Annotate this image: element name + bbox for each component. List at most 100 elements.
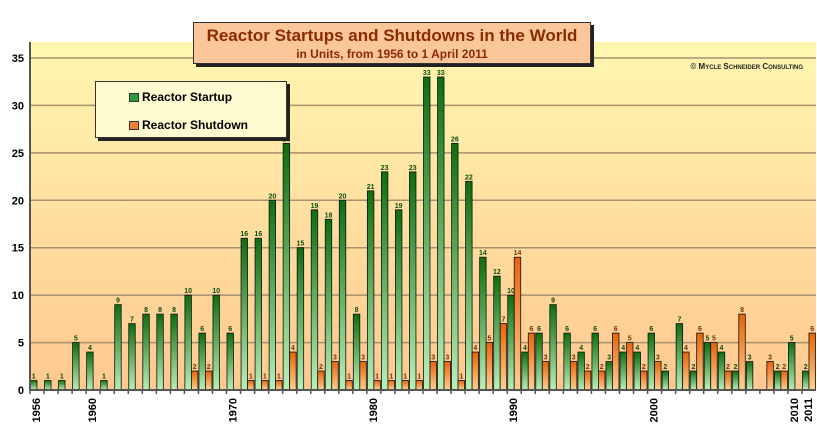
data-label: 4 [684,345,688,352]
data-label: 16 [240,231,248,238]
x-tick-label: 1956 [31,398,43,422]
data-label: 26 [282,136,290,143]
data-label: 1 [263,374,267,381]
data-label: 7 [677,317,681,324]
data-label: 6 [537,326,541,333]
data-label: 5 [706,336,710,343]
data-label: 1 [102,374,106,381]
data-label: 14 [479,250,487,257]
data-label: 1 [375,374,379,381]
bar-shutdown [205,370,213,391]
data-label: 4 [635,345,639,352]
bar-startup [198,332,206,391]
bar-startup [72,342,80,391]
bar-startup [493,275,501,391]
x-tick-label: 1990 [508,398,520,422]
data-label: 5 [74,336,78,343]
bar-shutdown [780,370,788,391]
x-tick-label: 1980 [368,398,380,422]
x-tick-label: 2010 [789,398,801,422]
data-label: 15 [297,241,305,248]
bar-shutdown [499,323,508,391]
data-label: 2 [734,364,738,371]
data-label: 26 [451,136,459,143]
data-label: 3 [656,355,660,362]
bar-startup [535,332,543,391]
data-label: 4 [88,345,92,352]
data-label: 9 [116,298,120,305]
bar-startup [268,199,277,391]
data-label: 1 [459,374,463,381]
legend-item-startup: Reactor Startup [129,90,232,104]
bar-shutdown [485,342,494,391]
copyright: © Mycle Schneider Consulting [690,62,803,71]
data-label: 4 [473,345,477,352]
data-label: 21 [367,184,375,191]
data-label: 6 [228,326,232,333]
bar-startup [661,370,670,391]
bar-shutdown [317,370,325,391]
data-label: 6 [200,326,204,333]
bar-shutdown [429,361,437,391]
data-label: 16 [254,231,262,238]
bar-startup [717,351,726,391]
data-label: 8 [355,307,359,314]
x-tick-label: 2011 [803,398,815,422]
bar-shutdown [331,361,339,391]
bar-startup [675,323,684,391]
bar-startup [465,180,473,391]
y-tick-label: 0 [18,385,24,397]
data-label: 33 [423,70,431,77]
bar-shutdown [696,332,704,391]
bar-startup [324,218,333,391]
data-label: 33 [437,70,445,77]
bar-startup [802,370,810,391]
bar-shutdown [527,332,536,391]
bar-shutdown [457,380,465,391]
data-label: 3 [572,355,576,362]
data-label: 23 [409,165,417,172]
bar-shutdown [443,361,451,391]
data-label: 1 [347,374,351,381]
data-label: 18 [325,212,333,219]
bar-startup [731,370,740,391]
data-label: 2 [782,364,786,371]
data-label: 2 [193,364,197,371]
bar-startup [591,332,599,391]
data-label: 19 [311,203,319,210]
bar-startup [310,209,319,391]
data-label: 1 [389,374,393,381]
bar-startup [114,304,122,391]
y-tick-label: 30 [12,100,24,112]
data-label: 7 [130,317,134,324]
bar-shutdown [190,370,199,391]
bar-startup [240,237,248,391]
bar-startup [479,256,487,391]
y-tick-label: 25 [12,148,24,160]
bar-startup [226,332,234,391]
data-label: 2 [804,364,808,371]
data-label: 3 [431,355,435,362]
y-tick-label: 5 [18,338,24,350]
bar-shutdown [682,351,690,391]
data-label: 1 [32,374,36,381]
bar-startup [296,247,305,391]
bar-startup [788,342,796,391]
data-label: 3 [544,355,548,362]
bar-startup [619,351,627,391]
bar-shutdown [415,380,423,391]
bar-shutdown [583,370,592,391]
bar-shutdown [738,313,746,391]
bar-startup [366,190,375,391]
bar-startup [689,370,698,391]
bar-startup [395,209,403,391]
bar-shutdown [261,380,269,391]
y-tick-label: 35 [12,53,24,65]
data-label: 5 [790,336,794,343]
bar-shutdown [513,256,522,391]
legend-swatch-startup [129,92,139,102]
chart-subtitle: in Units, from 1956 to 1 April 2011 [296,47,488,61]
bar-startup [184,294,192,391]
data-label: 22 [465,174,473,181]
